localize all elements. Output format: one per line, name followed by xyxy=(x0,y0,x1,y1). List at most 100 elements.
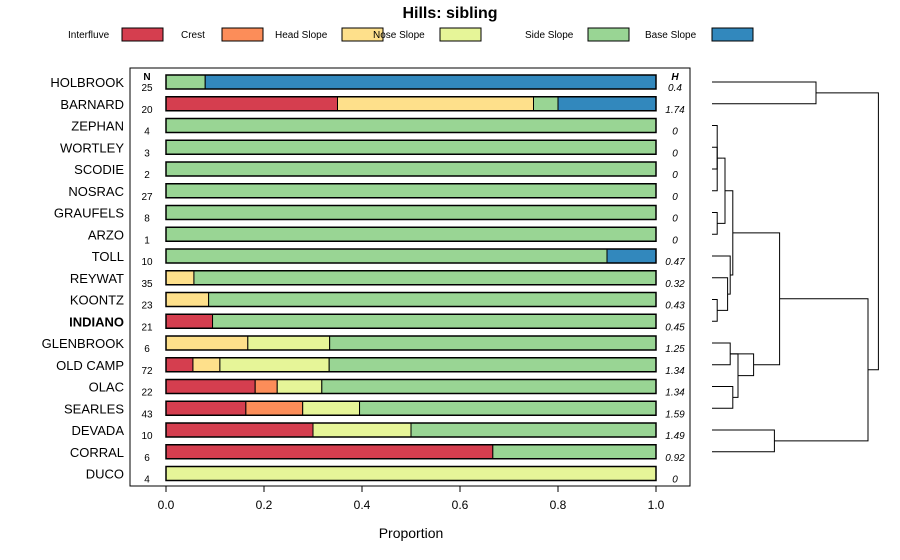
n-value-7: 1 xyxy=(144,235,150,246)
dendrogram-link-9 xyxy=(712,342,731,366)
bar-segment-12-2 xyxy=(165,335,249,351)
dendrogram-link-15 xyxy=(732,232,781,366)
category-label-3: WORTLEY xyxy=(60,140,124,155)
legend-label-1: Crest xyxy=(181,30,205,41)
bar-segment-18-3 xyxy=(165,466,657,481)
bar-segment-7-4 xyxy=(165,226,657,242)
plot-frame xyxy=(129,67,691,487)
bar-segment-15-1 xyxy=(245,400,304,416)
dendrogram-link-7 xyxy=(712,277,729,311)
bar-segment-17-0 xyxy=(165,444,494,460)
h-value-5: 0 xyxy=(672,192,678,203)
n-value-18: 4 xyxy=(144,475,150,486)
category-label-4: SCODIE xyxy=(74,162,124,177)
dendrogram-link-11 xyxy=(725,190,734,276)
h-value-18: 0 xyxy=(672,475,678,486)
bar-segment-3-4 xyxy=(165,139,657,155)
bar-segment-16-4 xyxy=(410,422,657,438)
x-tick-label-0: 0.0 xyxy=(158,498,175,512)
dendrogram-link-1 xyxy=(712,125,718,192)
dendrogram-link-16 xyxy=(774,298,869,442)
bar-segment-14-4 xyxy=(321,379,657,394)
bar-outline-0 xyxy=(165,74,657,90)
bar-outline-7 xyxy=(165,226,657,242)
n-value-4: 2 xyxy=(144,170,150,181)
x-axis: 0.0 0.2 0.4 0.6 0.8 1.0 xyxy=(158,486,665,512)
bar-outline-3 xyxy=(165,139,657,155)
bar-segment-12-4 xyxy=(329,335,657,351)
h-value-1: 1.74 xyxy=(665,105,685,116)
legend-label-4: Side Slope xyxy=(525,30,574,41)
bar-segment-15-3 xyxy=(302,400,361,416)
bar-segment-6-4 xyxy=(165,205,657,220)
dendrogram-link-17 xyxy=(816,92,879,371)
legend-label-2: Head Slope xyxy=(275,30,328,41)
h-value-7: 0 xyxy=(672,235,678,246)
category-label-13: OLD CAMP xyxy=(56,358,124,373)
h-value-16: 1.49 xyxy=(665,431,685,442)
bar-segment-1-2 xyxy=(337,96,534,112)
bar-segment-8-4 xyxy=(165,248,608,264)
bar-segment-10-4 xyxy=(208,292,657,307)
dendrogram-link-12 xyxy=(730,353,755,377)
bar-outline-2 xyxy=(165,117,657,134)
h-values: 0.4 1.74 0 0 0 0 0 0 0.47 0.32 0.43 0.45 1.25 1.34 1.3… xyxy=(665,83,685,486)
h-value-2: 0 xyxy=(672,127,678,138)
bar-segment-13-2 xyxy=(192,357,221,373)
n-value-17: 6 xyxy=(144,453,150,464)
bar-segment-1-0 xyxy=(165,96,338,112)
x-tick-label-5: 1.0 xyxy=(648,498,665,512)
h-value-8: 0.47 xyxy=(665,257,685,268)
category-label-12: GLENBROOK xyxy=(42,336,125,351)
bar-segment-4-4 xyxy=(165,161,657,177)
n-value-5: 27 xyxy=(141,192,153,203)
dendrogram-link-10 xyxy=(730,353,739,398)
legend-swatch-4 xyxy=(587,27,630,42)
bar-segment-5-4 xyxy=(165,183,657,199)
dendrogram-link-4 xyxy=(712,386,734,409)
bar-segment-13-4 xyxy=(328,357,657,373)
n-value-6: 8 xyxy=(144,214,150,225)
x-tick-label-2: 0.4 xyxy=(354,498,371,512)
n-header: N xyxy=(143,72,150,83)
n-value-11: 21 xyxy=(141,322,153,333)
n-value-14: 22 xyxy=(141,388,153,399)
bar-segment-9-4 xyxy=(193,270,657,286)
bar-segment-0-5 xyxy=(204,74,657,90)
bar-segment-12-3 xyxy=(247,335,331,351)
category-label-9: REYWAT xyxy=(70,271,124,286)
bar-segment-14-0 xyxy=(165,379,256,394)
h-value-13: 1.34 xyxy=(665,366,685,377)
category-label-8: TOLL xyxy=(92,249,124,264)
bar-outline-12 xyxy=(165,335,657,351)
category-label-0: HOLBROOK xyxy=(50,75,124,90)
bar-outline-5 xyxy=(165,183,657,199)
category-label-10: KOONTZ xyxy=(70,293,124,308)
bar-segment-16-3 xyxy=(312,422,412,438)
bar-segment-17-4 xyxy=(492,444,657,460)
bar-segment-14-3 xyxy=(276,379,323,394)
category-label-1: BARNARD xyxy=(60,97,124,112)
h-value-6: 0 xyxy=(672,214,678,225)
legend: Interfluve Crest Head Slope Nose Slope Side … xyxy=(68,27,754,42)
n-value-9: 35 xyxy=(141,279,153,290)
category-label-15: SEARLES xyxy=(64,401,124,416)
bar-outline-10 xyxy=(165,291,657,308)
bar-outline-1 xyxy=(165,96,657,112)
dendrogram-link-0 xyxy=(712,146,718,170)
h-value-4: 0 xyxy=(672,170,678,181)
bar-segment-8-5 xyxy=(606,248,657,264)
category-label-17: CORRAL xyxy=(70,445,124,460)
bar-segment-11-4 xyxy=(212,313,657,329)
x-tick-label-4: 0.8 xyxy=(550,498,567,512)
h-value-3: 0 xyxy=(672,148,678,159)
dendrogram-link-6 xyxy=(717,157,726,224)
chart-title: Hills: sibling xyxy=(402,5,497,22)
n-value-16: 10 xyxy=(141,431,153,442)
legend-label-5: Base Slope xyxy=(645,30,697,41)
n-value-15: 43 xyxy=(141,409,153,420)
h-value-15: 1.59 xyxy=(665,409,685,420)
dendrogram-link-2 xyxy=(712,212,718,235)
